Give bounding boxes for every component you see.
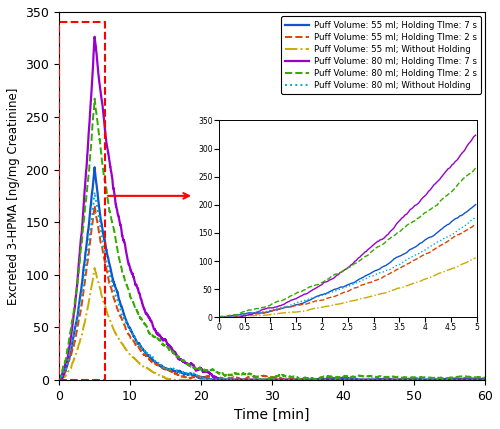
Puff Volume: 80 ml; Holding TIme: 2 s: (52.4, 1.96): 80 ml; Holding TIme: 2 s: (52.4, 1.96) xyxy=(428,375,434,380)
Puff Volume: 80 ml; Without Holding: (25.6, 0.0492): 80 ml; Without Holding: (25.6, 0.0492) xyxy=(238,377,244,382)
Puff Volume: 55 ml; Without Holding: (60, 0): 55 ml; Without Holding: (60, 0) xyxy=(482,377,488,382)
Puff Volume: 80 ml; Holding TIme: 7 s: (52.4, 0): 80 ml; Holding TIme: 7 s: (52.4, 0) xyxy=(428,377,434,382)
Puff Volume: 80 ml; Holding TIme: 2 s: (28.4, 0): 80 ml; Holding TIme: 2 s: (28.4, 0) xyxy=(258,377,264,382)
Puff Volume: 80 ml; Holding TIme: 7 s: (58.9, 0): 80 ml; Holding TIme: 7 s: (58.9, 0) xyxy=(474,377,480,382)
Line: Puff Volume: 55 ml; Holding TIme: 2 s: Puff Volume: 55 ml; Holding TIme: 2 s xyxy=(59,205,485,380)
Line: Puff Volume: 80 ml; Holding TIme: 7 s: Puff Volume: 80 ml; Holding TIme: 7 s xyxy=(59,37,485,380)
Puff Volume: 80 ml; Holding TIme: 7 s: (10.4, 98.3): 80 ml; Holding TIme: 7 s: (10.4, 98.3) xyxy=(130,274,136,279)
Puff Volume: 80 ml; Without Holding: (10.4, 42.6): 80 ml; Without Holding: (10.4, 42.6) xyxy=(130,332,136,338)
Puff Volume: 80 ml; Without Holding: (60, 0): 80 ml; Without Holding: (60, 0) xyxy=(482,377,488,382)
Puff Volume: 80 ml; Holding TIme: 2 s: (58.9, 2.32): 80 ml; Holding TIme: 2 s: (58.9, 2.32) xyxy=(474,375,480,380)
Puff Volume: 55 ml; Holding TIme: 7 s: (5, 202): 55 ml; Holding TIme: 7 s: (5, 202) xyxy=(92,165,98,170)
Puff Volume: 55 ml; Without Holding: (58.9, 0): 55 ml; Without Holding: (58.9, 0) xyxy=(474,377,480,382)
Puff Volume: 55 ml; Holding TIme: 2 s: (58.9, 0): 55 ml; Holding TIme: 2 s: (58.9, 0) xyxy=(474,377,480,382)
Puff Volume: 80 ml; Without Holding: (0.1, 0): 80 ml; Without Holding: (0.1, 0) xyxy=(57,377,63,382)
Legend: Puff Volume: 55 ml; Holding TIme: 7 s, Puff Volume: 55 ml; Holding TIme: 2 s, Pu: Puff Volume: 55 ml; Holding TIme: 7 s, P… xyxy=(281,16,481,94)
Puff Volume: 80 ml; Without Holding: (23, 1.12): 80 ml; Without Holding: (23, 1.12) xyxy=(220,376,226,381)
Puff Volume: 55 ml; Holding TIme: 7 s: (6.86, 117): 55 ml; Holding TIme: 7 s: (6.86, 117) xyxy=(105,254,111,260)
Puff Volume: 55 ml; Holding TIme: 2 s: (10.4, 37.3): 55 ml; Holding TIme: 2 s: (10.4, 37.3) xyxy=(130,338,136,343)
Puff Volume: 55 ml; Holding TIme: 2 s: (0, 0.144): 55 ml; Holding TIme: 2 s: (0, 0.144) xyxy=(56,377,62,382)
Puff Volume: 80 ml; Holding TIme: 7 s: (23, 0): 80 ml; Holding TIme: 7 s: (23, 0) xyxy=(220,377,226,382)
Puff Volume: 55 ml; Without Holding: (23, 0): 55 ml; Without Holding: (23, 0) xyxy=(220,377,226,382)
Puff Volume: 80 ml; Without Holding: (6.88, 107): 80 ml; Without Holding: (6.88, 107) xyxy=(105,265,111,270)
Y-axis label: Excreted 3-HPMA [ng/mg Creatinine]: Excreted 3-HPMA [ng/mg Creatinine] xyxy=(7,87,20,305)
Puff Volume: 80 ml; Holding TIme: 2 s: (5, 268): 80 ml; Holding TIme: 2 s: (5, 268) xyxy=(92,96,98,101)
Puff Volume: 55 ml; Holding TIme: 2 s: (52.4, 0): 55 ml; Holding TIme: 2 s: (52.4, 0) xyxy=(428,377,434,382)
Puff Volume: 80 ml; Holding TIme: 2 s: (6.86, 171): 80 ml; Holding TIme: 2 s: (6.86, 171) xyxy=(105,198,111,203)
Puff Volume: 80 ml; Holding TIme: 7 s: (60, 0): 80 ml; Holding TIme: 7 s: (60, 0) xyxy=(482,377,488,382)
Puff Volume: 55 ml; Holding TIme: 2 s: (25.6, 0.351): 55 ml; Holding TIme: 2 s: (25.6, 0.351) xyxy=(238,377,244,382)
Puff Volume: 80 ml; Holding TIme: 7 s: (0.12, 0): 80 ml; Holding TIme: 7 s: (0.12, 0) xyxy=(57,377,63,382)
Puff Volume: 80 ml; Holding TIme: 7 s: (6.88, 217): 80 ml; Holding TIme: 7 s: (6.88, 217) xyxy=(105,150,111,155)
Puff Volume: 55 ml; Holding TIme: 2 s: (5, 166): 55 ml; Holding TIme: 2 s: (5, 166) xyxy=(92,203,98,208)
Puff Volume: 55 ml; Without Holding: (10.4, 21.4): 55 ml; Without Holding: (10.4, 21.4) xyxy=(130,355,136,360)
Puff Volume: 55 ml; Holding TIme: 7 s: (58.8, 0.735): 55 ml; Holding TIme: 7 s: (58.8, 0.735) xyxy=(474,376,480,381)
Line: Puff Volume: 55 ml; Without Holding: Puff Volume: 55 ml; Without Holding xyxy=(59,268,485,380)
Bar xyxy=(59,22,105,380)
Puff Volume: 55 ml; Without Holding: (0, 0.204): 55 ml; Without Holding: (0, 0.204) xyxy=(56,377,62,382)
Puff Volume: 80 ml; Holding TIme: 2 s: (10.4, 73.9): 80 ml; Holding TIme: 2 s: (10.4, 73.9) xyxy=(130,299,136,305)
Puff Volume: 80 ml; Without Holding: (58.9, 0): 80 ml; Without Holding: (58.9, 0) xyxy=(474,377,480,382)
Puff Volume: 80 ml; Holding TIme: 7 s: (25.6, 0): 80 ml; Holding TIme: 7 s: (25.6, 0) xyxy=(238,377,244,382)
Puff Volume: 80 ml; Holding TIme: 2 s: (0, 0.672): 80 ml; Holding TIme: 2 s: (0, 0.672) xyxy=(56,377,62,382)
Puff Volume: 55 ml; Without Holding: (16.1, 0): 55 ml; Without Holding: (16.1, 0) xyxy=(170,377,176,382)
Puff Volume: 55 ml; Holding TIme: 7 s: (60, 1.25): 55 ml; Holding TIme: 7 s: (60, 1.25) xyxy=(482,376,488,381)
X-axis label: Time [min]: Time [min] xyxy=(234,408,310,422)
Puff Volume: 80 ml; Holding TIme: 2 s: (25.6, 5.11): 80 ml; Holding TIme: 2 s: (25.6, 5.11) xyxy=(238,372,244,377)
Puff Volume: 55 ml; Holding TIme: 7 s: (25.6, 0): 55 ml; Holding TIme: 7 s: (25.6, 0) xyxy=(238,377,244,382)
Puff Volume: 55 ml; Without Holding: (6.86, 61.8): 55 ml; Without Holding: (6.86, 61.8) xyxy=(105,312,111,317)
Puff Volume: 80 ml; Holding TIme: 2 s: (23, 6.33): 80 ml; Holding TIme: 2 s: (23, 6.33) xyxy=(220,371,226,376)
Puff Volume: 55 ml; Holding TIme: 2 s: (60, 0): 55 ml; Holding TIme: 2 s: (60, 0) xyxy=(482,377,488,382)
Puff Volume: 80 ml; Holding TIme: 7 s: (0, 1.62): 80 ml; Holding TIme: 7 s: (0, 1.62) xyxy=(56,375,62,381)
Puff Volume: 80 ml; Holding TIme: 2 s: (60, 1.94): 80 ml; Holding TIme: 2 s: (60, 1.94) xyxy=(482,375,488,381)
Puff Volume: 55 ml; Holding TIme: 2 s: (6.88, 98.6): 55 ml; Holding TIme: 2 s: (6.88, 98.6) xyxy=(105,274,111,279)
Puff Volume: 80 ml; Without Holding: (52.4, 0.908): 80 ml; Without Holding: (52.4, 0.908) xyxy=(428,376,434,381)
Puff Volume: 55 ml; Without Holding: (25.6, 0): 55 ml; Without Holding: (25.6, 0) xyxy=(238,377,244,382)
Puff Volume: 55 ml; Holding TIme: 2 s: (23, 1.27): 55 ml; Holding TIme: 2 s: (23, 1.27) xyxy=(220,376,226,381)
Puff Volume: 55 ml; Holding TIme: 7 s: (10.4, 42.1): 55 ml; Holding TIme: 7 s: (10.4, 42.1) xyxy=(130,333,136,338)
Puff Volume: 55 ml; Holding TIme: 7 s: (23, 0): 55 ml; Holding TIme: 7 s: (23, 0) xyxy=(220,377,226,382)
Line: Puff Volume: 55 ml; Holding TIme: 7 s: Puff Volume: 55 ml; Holding TIme: 7 s xyxy=(59,167,485,380)
Puff Volume: 55 ml; Holding TIme: 2 s: (0.02, 0): 55 ml; Holding TIme: 2 s: (0.02, 0) xyxy=(56,377,62,382)
Line: Puff Volume: 80 ml; Holding TIme: 2 s: Puff Volume: 80 ml; Holding TIme: 2 s xyxy=(59,99,485,380)
Puff Volume: 55 ml; Holding TIme: 7 s: (52.4, 0): 55 ml; Holding TIme: 7 s: (52.4, 0) xyxy=(428,377,434,382)
Puff Volume: 55 ml; Without Holding: (5, 106): 55 ml; Without Holding: (5, 106) xyxy=(92,266,98,271)
Puff Volume: 80 ml; Without Holding: (5, 179): 80 ml; Without Holding: (5, 179) xyxy=(92,190,98,195)
Line: Puff Volume: 80 ml; Without Holding: Puff Volume: 80 ml; Without Holding xyxy=(59,192,485,380)
Puff Volume: 55 ml; Holding TIme: 7 s: (0, 0): 55 ml; Holding TIme: 7 s: (0, 0) xyxy=(56,377,62,382)
Puff Volume: 80 ml; Without Holding: (0, 0.431): 80 ml; Without Holding: (0, 0.431) xyxy=(56,377,62,382)
Puff Volume: 55 ml; Without Holding: (52.4, 0): 55 ml; Without Holding: (52.4, 0) xyxy=(428,377,434,382)
Puff Volume: 80 ml; Holding TIme: 7 s: (5, 326): 80 ml; Holding TIme: 7 s: (5, 326) xyxy=(92,34,98,39)
